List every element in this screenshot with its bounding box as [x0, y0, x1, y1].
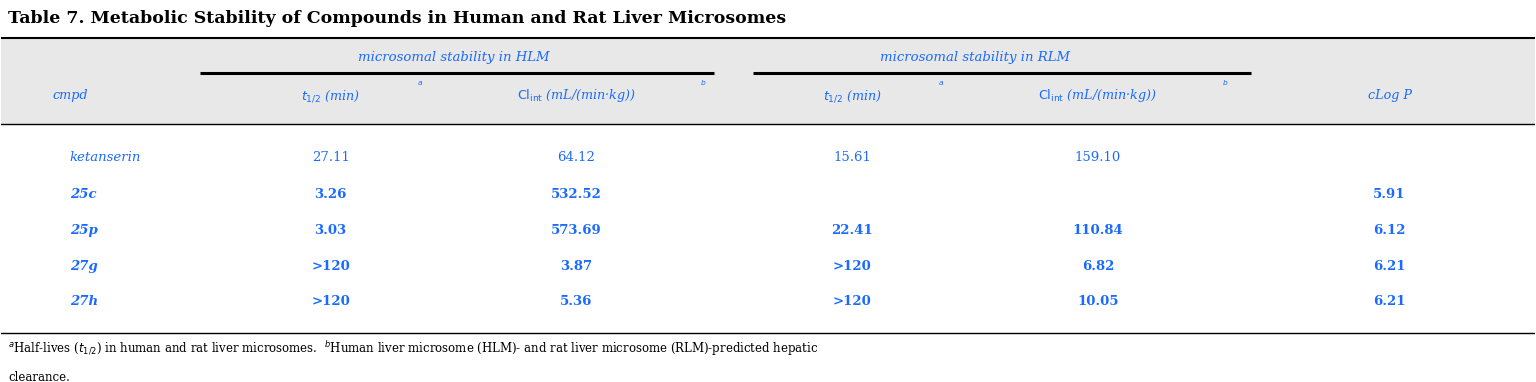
Text: 27g: 27g — [69, 260, 97, 273]
Text: 3.87: 3.87 — [561, 260, 593, 273]
Text: >120: >120 — [312, 260, 350, 273]
Text: 6.21: 6.21 — [1373, 260, 1405, 273]
Text: microsomal stability in HLM: microsomal stability in HLM — [358, 51, 550, 64]
Text: $\mathrm{Cl_{int}}$ (mL/(min·kg)): $\mathrm{Cl_{int}}$ (mL/(min·kg)) — [516, 87, 636, 105]
Text: microsomal stability in RLM: microsomal stability in RLM — [880, 51, 1071, 64]
Text: 15.61: 15.61 — [834, 151, 871, 164]
FancyBboxPatch shape — [0, 38, 1536, 124]
Text: 10.05: 10.05 — [1077, 295, 1118, 308]
Text: 110.84: 110.84 — [1072, 223, 1123, 236]
Text: >120: >120 — [833, 260, 872, 273]
Text: $t_{1/2}$ (min): $t_{1/2}$ (min) — [301, 88, 361, 104]
Text: $^{b}$: $^{b}$ — [1223, 80, 1229, 91]
Text: 25c: 25c — [69, 188, 97, 201]
Text: $^{a}$Half-lives ($t_{1/2}$) in human and rat liver microsomes.  $^{b}$Human liv: $^{a}$Half-lives ($t_{1/2}$) in human an… — [8, 340, 819, 358]
Text: 6.82: 6.82 — [1081, 260, 1114, 273]
Text: 22.41: 22.41 — [831, 223, 874, 236]
Text: 25p: 25p — [69, 223, 97, 236]
Text: 5.36: 5.36 — [561, 295, 593, 308]
Text: $^{a}$: $^{a}$ — [416, 80, 422, 91]
Text: clearance.: clearance. — [8, 371, 71, 382]
Text: cmpd: cmpd — [52, 89, 88, 102]
Text: >120: >120 — [312, 295, 350, 308]
Text: 159.10: 159.10 — [1075, 151, 1121, 164]
Text: 27.11: 27.11 — [312, 151, 350, 164]
Text: Table 7. Metabolic Stability of Compounds in Human and Rat Liver Microsomes: Table 7. Metabolic Stability of Compound… — [8, 10, 786, 26]
Text: 573.69: 573.69 — [551, 223, 602, 236]
Text: 6.21: 6.21 — [1373, 295, 1405, 308]
Text: 6.12: 6.12 — [1373, 223, 1405, 236]
Text: 27h: 27h — [69, 295, 98, 308]
Text: cLog P: cLog P — [1367, 89, 1412, 102]
Text: 3.03: 3.03 — [315, 223, 347, 236]
Text: 64.12: 64.12 — [558, 151, 594, 164]
Text: $^{b}$: $^{b}$ — [700, 80, 707, 91]
Text: $t_{1/2}$ (min): $t_{1/2}$ (min) — [823, 88, 882, 104]
Text: ketanserin: ketanserin — [69, 151, 141, 164]
Text: $\mathrm{Cl_{int}}$ (mL/(min·kg)): $\mathrm{Cl_{int}}$ (mL/(min·kg)) — [1038, 87, 1158, 105]
Text: 5.91: 5.91 — [1373, 188, 1405, 201]
Text: $^{a}$: $^{a}$ — [938, 80, 945, 91]
Text: 532.52: 532.52 — [551, 188, 602, 201]
Text: >120: >120 — [833, 295, 872, 308]
Text: 3.26: 3.26 — [315, 188, 347, 201]
